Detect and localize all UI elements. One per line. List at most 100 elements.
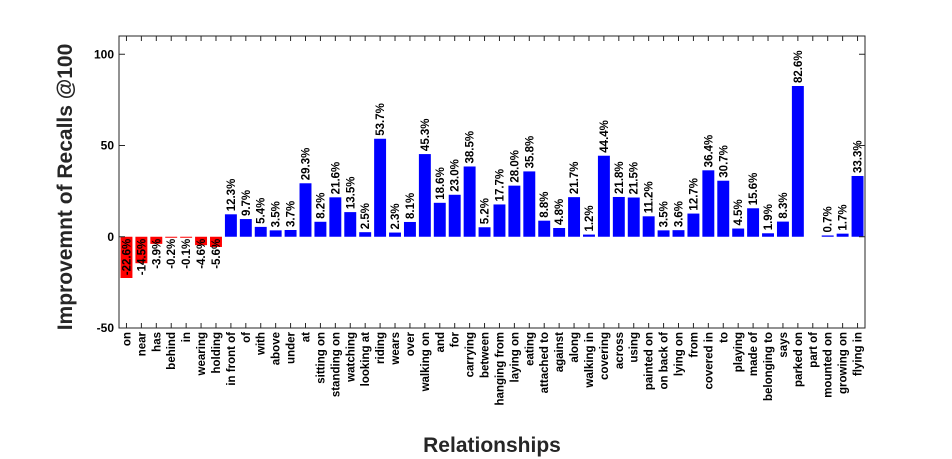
category-label: in front of	[226, 332, 238, 386]
bars-group	[120, 86, 864, 278]
data-label: -3.9%	[151, 239, 163, 269]
bar-carrying	[463, 166, 476, 237]
data-label: 8.8%	[539, 191, 551, 217]
bar-says	[776, 221, 789, 237]
bar-from	[687, 213, 700, 237]
data-label: 44.4%	[599, 120, 611, 153]
category-label: to	[718, 332, 730, 343]
data-labels-group: -22.6% -14.5% -3.9% -0.2% -0.1% -4.6% -5.6% 12.…	[121, 50, 864, 275]
bar-on	[120, 236, 133, 278]
category-labels-group: on near has behind in wearing holding in front …	[121, 331, 864, 405]
bar-riding	[374, 138, 387, 237]
data-label: 21.7%	[569, 162, 581, 195]
x-axis-title: Relationships	[423, 434, 561, 457]
bar-at	[299, 183, 312, 237]
category-label: riding	[375, 332, 387, 364]
bar-looking-at	[359, 232, 372, 237]
category-label: behind	[166, 332, 178, 370]
category-label: hanging from	[494, 332, 506, 405]
category-label: attached to	[539, 332, 551, 393]
category-label: painted on	[644, 332, 656, 390]
y-tick-label: 50	[101, 139, 115, 153]
category-label: from	[688, 332, 700, 358]
data-label: 28.0%	[509, 150, 521, 183]
bar-covering	[597, 155, 610, 237]
data-label: 5.2%	[480, 198, 492, 224]
plot-frame	[118, 35, 866, 329]
data-label: 30.7%	[718, 145, 730, 178]
data-label: -0.2%	[166, 239, 178, 269]
category-label: along	[569, 332, 581, 363]
category-label: eating	[524, 332, 536, 366]
category-label: between	[480, 332, 492, 378]
category-label: belonging to	[763, 332, 775, 401]
bar-flying-in	[851, 175, 864, 237]
bar-sitting-on	[314, 221, 327, 237]
bar-over	[403, 221, 416, 237]
bar-using	[627, 197, 640, 237]
category-label: walking in	[584, 332, 596, 389]
data-label: 12.3%	[226, 179, 238, 212]
category-label: playing	[733, 332, 745, 372]
bar-playing	[732, 228, 745, 237]
data-label: 45.3%	[420, 118, 432, 151]
data-label: 12.7%	[688, 178, 700, 211]
data-label: 21.5%	[629, 162, 641, 195]
bar-attached-to	[538, 220, 551, 237]
data-label: 36.4%	[703, 135, 715, 168]
bar-lying-on	[672, 230, 685, 237]
bar-along	[568, 197, 581, 237]
data-label: 35.8%	[524, 136, 536, 169]
category-label: mounted on	[823, 332, 835, 398]
bar-across	[612, 196, 625, 237]
data-label: 3.5%	[271, 201, 283, 227]
category-label: at	[301, 332, 313, 342]
data-label: 3.5%	[659, 201, 671, 227]
data-label: 8.2%	[315, 193, 327, 219]
category-label: holding	[211, 332, 223, 374]
category-label: says	[778, 332, 790, 358]
data-label: 17.7%	[494, 169, 506, 202]
bar-standing-on	[329, 197, 342, 237]
category-label: under	[286, 331, 298, 363]
category-label: and	[435, 332, 447, 352]
data-label: 0.7%	[823, 206, 835, 232]
category-label: flying in	[853, 332, 865, 376]
category-label: covered in	[703, 332, 715, 390]
bar-above	[269, 230, 282, 237]
data-label: 18.6%	[435, 167, 447, 200]
bar-parked-on	[791, 86, 804, 237]
category-label: of	[241, 332, 253, 343]
data-label: 29.3%	[301, 148, 313, 181]
axes-group: -50 0 50 100	[94, 35, 866, 335]
category-label: parked on	[793, 332, 805, 387]
data-label: -5.6%	[211, 239, 223, 269]
category-label: laying on	[509, 332, 521, 382]
bar-made-of	[747, 208, 760, 237]
bar-wearing	[195, 236, 208, 246]
bar-growing-on	[836, 233, 849, 237]
y-axis-title: Improvemnt of Recalls @100	[54, 44, 77, 331]
category-label: wears	[390, 332, 402, 366]
category-label: in	[181, 332, 193, 342]
bar-under	[284, 230, 297, 237]
data-label: 8.1%	[405, 193, 417, 219]
category-label: has	[151, 332, 163, 352]
bar-to	[717, 180, 730, 237]
category-label: lying on	[674, 332, 686, 376]
bar-in-front-of	[224, 214, 237, 237]
bar-belonging-to	[762, 233, 774, 237]
category-label: above	[271, 332, 283, 365]
bar-wears	[389, 232, 401, 237]
data-label: 15.6%	[748, 173, 760, 206]
bar-laying-on	[508, 185, 521, 237]
data-label: 53.7%	[375, 103, 387, 136]
data-label: -22.6%	[121, 239, 133, 275]
category-label: near	[136, 331, 148, 356]
bar-for	[448, 194, 461, 237]
bar-and	[433, 202, 446, 237]
bar-walking-on	[418, 154, 431, 237]
bar-of	[239, 219, 252, 237]
data-label: 13.5%	[345, 177, 357, 210]
data-label: 5.4%	[256, 198, 268, 224]
